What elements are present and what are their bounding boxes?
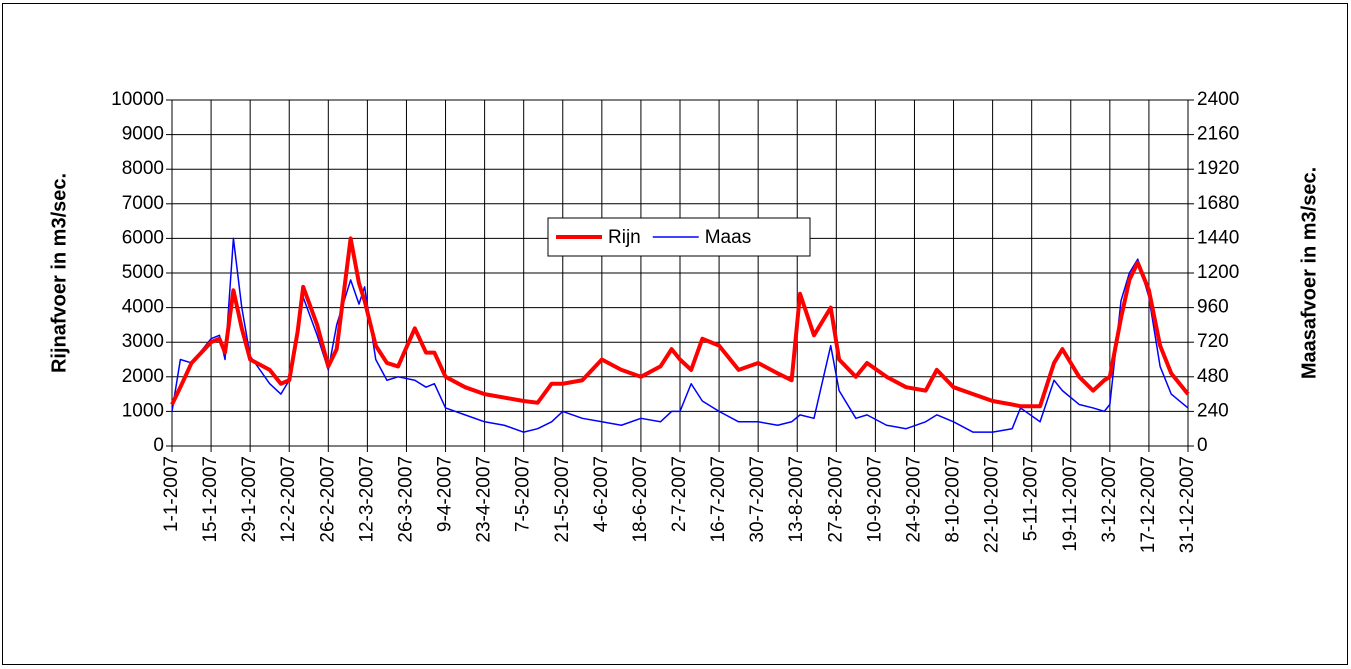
y-tick-label: 3000 [122,331,164,352]
plot-border [171,99,1189,447]
y-axis-title: Rijnafvoer in m3/sec. [48,173,70,373]
x-tick-label: 16-7-2007 [708,456,729,543]
x-tick-label: 15-1-2007 [200,456,221,543]
x-tick-label: 29-1-2007 [239,456,260,543]
x-tick-label: 30-7-2007 [747,456,768,543]
x-tick-label: 8-10-2007 [943,456,964,543]
legend-label: Rijn [608,227,641,248]
y2-tick-label: 1200 [1197,262,1239,283]
y-tick-label: 6000 [122,227,164,248]
x-tick-label: 17-12-2007 [1138,456,1159,553]
x-tick-label: 22-10-2007 [982,456,1003,553]
x-tick-label: 12-2-2007 [278,456,299,543]
chart-frame [2,3,1348,665]
x-tick-label: 4-6-2007 [591,456,612,532]
x-tick-label: 12-3-2007 [356,456,377,543]
y2-tick-label: 240 [1197,400,1229,421]
legend-label: Maas [705,227,751,248]
x-tick-label: 1-1-2007 [161,456,182,532]
x-tick-label: 26-2-2007 [317,456,338,543]
y-tick-label: 5000 [122,262,164,283]
x-tick-label: 27-8-2007 [825,456,846,543]
series-line [170,236,1190,409]
x-tick-label: 26-3-2007 [395,456,416,543]
y2-tick-label: 1680 [1197,193,1239,214]
y2-tick-label: 2160 [1197,124,1239,145]
x-tick-label: 31-12-2007 [1177,456,1198,553]
y2-tick-label: 1440 [1197,227,1239,248]
x-tick-label: 18-6-2007 [630,456,651,543]
y-tick-label: 1000 [122,400,164,421]
x-tick-label: 3-12-2007 [1099,456,1120,543]
y-tick-label: 9000 [122,124,164,145]
x-tick-label: 9-4-2007 [435,456,456,532]
y-tick-label: 2000 [122,366,164,387]
x-tick-label: 24-9-2007 [903,456,924,543]
y2-tick-label: 960 [1197,297,1229,318]
y-tick-label: 10000 [111,89,164,110]
legend: Rijn Maas [547,217,811,257]
y2-tick-label: 0 [1197,435,1208,456]
x-tick-label: 21-5-2007 [552,456,573,543]
y-tick-label: 7000 [122,193,164,214]
y-tick-label: 4000 [122,297,164,318]
x-tick-label: 7-5-2007 [513,456,534,532]
x-tick-label: 2-7-2007 [669,456,690,532]
x-tick-label: 13-8-2007 [786,456,807,543]
y-tick-label: 0 [153,435,164,456]
y2-tick-label: 480 [1197,366,1229,387]
x-tick-label: 10-9-2007 [864,456,885,543]
y2-tick-label: 720 [1197,331,1229,352]
x-tick-label: 23-4-2007 [474,456,495,543]
y2-tick-label: 2400 [1197,89,1239,110]
y2-tick-label: 1920 [1197,158,1239,179]
y2-axis-title: Maasafvoer in m3/sec. [1298,167,1320,379]
x-tick-label: 19-11-2007 [1060,456,1081,552]
x-tick-label: 5-11-2007 [1021,456,1042,541]
y-tick-label: 8000 [122,158,164,179]
